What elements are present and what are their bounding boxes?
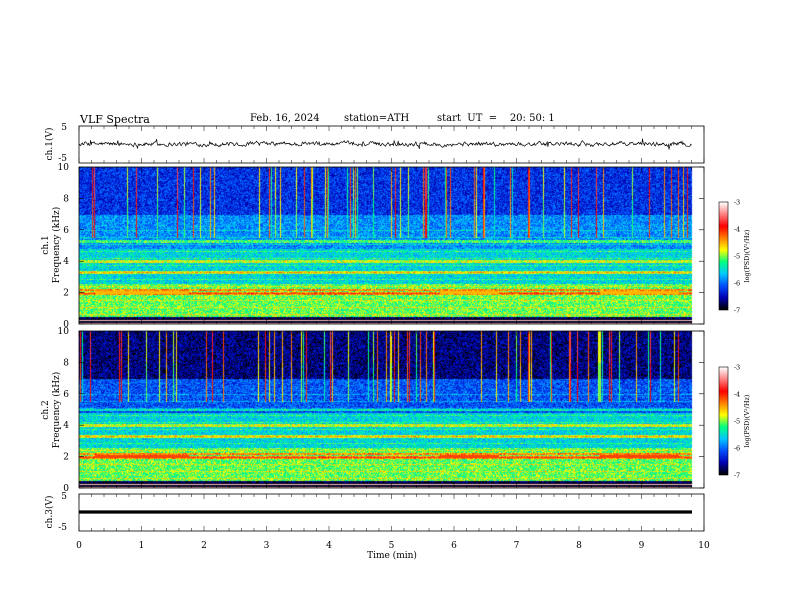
x-tick-label: 3 <box>264 541 270 551</box>
x-tick-label: 10 <box>698 541 710 551</box>
date-label: Feb. 16, 2024 <box>250 113 320 124</box>
ch2-spectrogram-panel: 0 2 4 6 8 10 ch.2 Frequency (kHz) <box>41 327 705 494</box>
ch1-spectrogram-panel: 0 2 4 6 8 10 ch.1 Frequency (kHz) <box>41 163 705 330</box>
freq-tick-label: 0 <box>63 320 69 330</box>
colorbar-tick-label: -5 <box>734 418 740 426</box>
freq-tick-label: 8 <box>63 358 69 368</box>
colorbar-tick-label: -7 <box>734 472 740 480</box>
x-tick-label: 2 <box>201 541 207 551</box>
freq-tick-label: 2 <box>63 289 69 299</box>
colorbar-tick-label: -6 <box>734 280 740 288</box>
colorbar-ch1-label: log(PSD)(V²/Hz) <box>743 229 751 282</box>
x-tick-label: 5 <box>389 541 395 551</box>
ch2-spectrogram-ylabel: Frequency (kHz) <box>51 372 62 449</box>
freq-tick-label: 10 <box>58 163 70 173</box>
ch3-ytick-top: 5 <box>61 492 67 502</box>
x-tick-label: 8 <box>576 541 582 551</box>
freq-tick-label: 8 <box>63 194 69 204</box>
freq-tick-label: 6 <box>63 390 69 400</box>
ch1-ytick-top: 5 <box>61 123 67 133</box>
x-tick-label: 7 <box>514 541 520 551</box>
figure-title: VLF Spectra <box>80 113 150 126</box>
freq-tick-label: 4 <box>63 421 69 431</box>
colorbar-tick-label: -4 <box>734 391 740 399</box>
x-tick-label: 4 <box>326 541 332 551</box>
colorbar-ch2: -3 -4 -5 -6 -7 log(PSD)(V²/Hz) <box>718 364 751 480</box>
x-axis-label: Time (min) <box>367 550 417 561</box>
colorbar-ch1: -3 -4 -5 -6 -7 log(PSD)(V²/Hz) <box>718 199 751 315</box>
freq-tick-label: 4 <box>63 257 69 267</box>
ch1-panel: ch.1(V) 5 -5 <box>44 123 705 164</box>
ch1-ytick-bottom: -5 <box>58 154 67 164</box>
colorbar-tick-label: -3 <box>734 199 740 207</box>
freq-tick-label: 6 <box>63 226 69 236</box>
x-tick-label: 6 <box>451 541 457 551</box>
freq-tick-label: 10 <box>58 327 70 337</box>
x-tick-label: 0 <box>76 541 82 551</box>
start-time-label: start UT = 20: 50: 1 <box>437 113 555 124</box>
ch3-ytick-bottom: -5 <box>58 523 67 533</box>
ch1-ylabel: ch.1(V) <box>44 128 55 161</box>
colorbar-tick-label: -4 <box>734 226 740 234</box>
ch2-spectrogram-ylabel-top: ch.2 <box>41 400 51 419</box>
colorbar-tick-label: -5 <box>734 253 740 261</box>
ch3-ylabel: ch.3(V) <box>44 496 55 529</box>
ch1-trace <box>78 138 692 150</box>
freq-tick-label: 2 <box>63 453 69 463</box>
x-axis: 0 1 2 3 4 5 6 7 8 9 10 <box>76 126 710 551</box>
x-tick-label: 9 <box>639 541 645 551</box>
colorbar-tick-label: -3 <box>734 364 740 372</box>
ch2-spectrogram <box>79 331 704 488</box>
colorbar-ch2-label: log(PSD)(V²/Hz) <box>743 394 751 447</box>
colorbar-tick-label: -6 <box>734 445 740 453</box>
freq-tick-label: 0 <box>63 484 69 494</box>
ch1-spectrogram-ylabel-top: ch.1 <box>41 235 51 254</box>
colorbar-tick-label: -7 <box>734 307 740 315</box>
ch1-spectrogram-ylabel: Frequency (kHz) <box>51 207 62 284</box>
ch1-spectrogram <box>79 167 704 324</box>
ch3-panel: ch.3(V) 5 -5 <box>44 492 705 533</box>
station-label: station=ATH <box>344 113 410 124</box>
x-tick-label: 1 <box>139 541 145 551</box>
